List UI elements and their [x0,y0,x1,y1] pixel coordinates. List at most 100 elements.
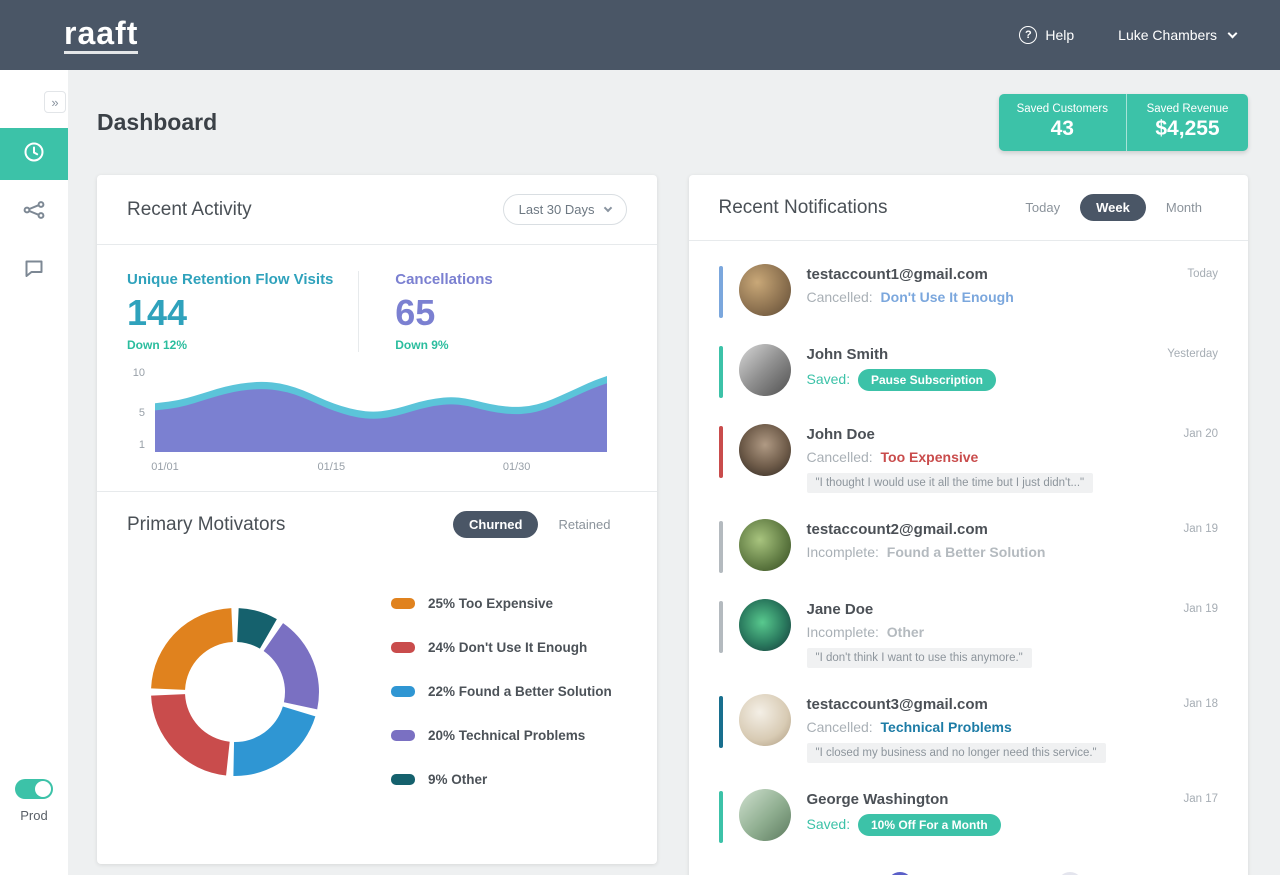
tab-week[interactable]: Week [1080,194,1146,221]
user-name: Luke Chambers [1118,27,1217,43]
pagination: 1 2 3 4 5 [689,856,1249,875]
tab-churned[interactable]: Churned [453,511,539,538]
notification-date: Today [1187,268,1218,280]
avatar [738,344,791,396]
notification-status-prefix: Cancelled: [806,289,873,305]
notification-item[interactable]: testaccount1@gmail.com Cancelled: Don't … [718,251,1218,331]
metric-visits: Unique Retention Flow Visits 144 Down 12… [127,271,358,352]
notification-date: Jan 18 [1183,698,1218,710]
page-button-1[interactable]: 1 [887,872,914,875]
metric-cancellations: Cancellations 65 Down 9% [358,271,626,352]
notification-item[interactable]: George Washington Saved: 10% Off For a M… [718,776,1218,856]
app-logo: raaft [64,17,139,54]
notification-reason: Technical Problems [880,719,1012,735]
notification-date: Jan 17 [1183,793,1218,805]
metric-visits-label: Unique Retention Flow Visits [127,271,334,288]
activity-area-chart: 10 5 1 01/01 01/15 01/30 [97,358,657,491]
legend-item: 24% Don't Use It Enough [391,640,612,655]
date-range-value: Last 30 Days [518,202,595,217]
notification-name: testaccount2@gmail.com [806,521,988,538]
notification-date: Yesterday [1167,348,1218,360]
legend-swatch [391,730,415,741]
sidebar-item-feedback[interactable] [0,244,68,296]
avatar [738,599,791,651]
clock-icon [22,140,46,169]
sidebar-item-retention-activity[interactable] [0,128,68,180]
notification-item[interactable]: testaccount3@gmail.com Cancelled: Techni… [718,681,1218,776]
svg-text:5: 5 [139,407,145,419]
saved-revenue-value: $4,255 [1155,117,1220,140]
svg-text:01/30: 01/30 [503,461,531,473]
divider [97,491,657,492]
notification-date: Jan 19 [1183,523,1218,535]
svg-text:10: 10 [133,367,145,379]
notification-item[interactable]: Jane Doe Incomplete: Other "I don't thin… [718,586,1218,681]
notification-reason: Other [886,624,925,640]
saved-offer-badge: Pause Subscription [857,369,997,391]
notification-quote: "I thought I would use it all the time b… [806,473,1094,493]
metric-visits-delta: Down 12% [127,338,188,352]
notification-reason: Too Expensive [880,449,979,465]
chevron-down-icon [603,203,612,212]
notification-name: testaccount1@gmail.com [806,266,988,283]
avatar [738,789,791,841]
notification-name: George Washington [806,791,949,808]
sidebar-item-flows[interactable] [0,186,68,238]
sidebar: » Prod [0,70,68,875]
help-icon: ? [1019,26,1038,44]
recent-notifications-card: Recent Notifications Today Week Month te… [688,175,1249,875]
legend-item: 20% Technical Problems [391,728,612,743]
notification-status-prefix: Cancelled: [806,719,873,735]
legend-swatch [391,642,415,653]
notification-item[interactable]: John Doe Cancelled: Too Expensive "I tho… [718,411,1218,506]
environment-toggle[interactable] [15,779,53,799]
notification-reason: Found a Better Solution [886,544,1046,560]
category-bar [718,346,723,398]
notification-date: Jan 19 [1183,603,1218,615]
motivators-donut-chart [151,607,319,776]
notification-list: testaccount1@gmail.com Cancelled: Don't … [689,241,1249,856]
primary-motivators-title: Primary Motivators [127,513,286,535]
avatar [738,264,791,316]
notification-item[interactable]: testaccount2@gmail.com Incomplete: Found… [718,506,1218,586]
notification-status-prefix: Saved: [806,371,851,387]
legend-swatch [391,598,415,609]
category-bar [718,266,723,318]
metric-cancellations-value: 65 [395,292,436,333]
svg-text:01/15: 01/15 [318,461,346,473]
tab-month[interactable]: Month [1165,200,1202,215]
tab-today[interactable]: Today [1025,200,1061,215]
tab-retained[interactable]: Retained [558,517,611,532]
notification-name: John Smith [806,346,889,363]
notification-status-prefix: Incomplete: [806,624,879,640]
sidebar-expand-button[interactable]: » [44,91,66,113]
notification-item[interactable]: John Smith Saved: Pause Subscription Yes… [718,331,1218,411]
notification-status-prefix: Saved: [806,816,851,832]
saved-customers-cell: Saved Customers 43 [999,94,1126,151]
user-menu[interactable]: Luke Chambers [1118,27,1238,43]
notification-name: Jane Doe [806,601,874,618]
category-bar [718,426,723,478]
legend-label: 20% Technical Problems [428,728,586,743]
legend-item: 9% Other [391,772,612,787]
help-label: Help [1045,27,1075,43]
next-page-button[interactable] [1057,872,1084,875]
svg-text:1: 1 [139,439,145,451]
saved-customers-value: 43 [1050,117,1074,140]
notification-name: testaccount3@gmail.com [806,696,988,713]
legend-item: 22% Found a Better Solution [391,684,612,699]
notification-quote: "I closed my business and no longer need… [806,743,1106,763]
legend-label: 22% Found a Better Solution [428,684,612,699]
divider [97,244,657,245]
avatar [738,424,791,476]
notification-quote: "I don't think I want to use this anymor… [806,648,1032,668]
motivators-tabs: Churned Retained [453,511,627,538]
motivators-legend: 25% Too Expensive 24% Don't Use It Enoug… [391,567,612,816]
date-range-select[interactable]: Last 30 Days [502,194,627,225]
help-menu[interactable]: ? Help [1019,26,1074,44]
toggle-knob [35,781,51,797]
divider [688,240,1248,241]
page-title: Dashboard [97,109,218,135]
saved-customers-label: Saved Customers [1016,103,1108,115]
legend-label: 9% Other [428,772,488,787]
